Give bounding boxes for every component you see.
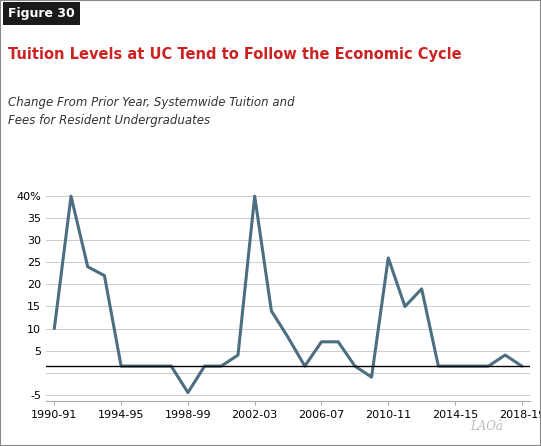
Text: Tuition Levels at UC Tend to Follow the Economic Cycle: Tuition Levels at UC Tend to Follow the … [8, 47, 461, 62]
Text: LAOâ: LAOâ [470, 420, 503, 433]
Text: Figure 30: Figure 30 [8, 7, 75, 20]
Text: Change From Prior Year, Systemwide Tuition and
Fees for Resident Undergraduates: Change From Prior Year, Systemwide Tuiti… [8, 96, 295, 127]
